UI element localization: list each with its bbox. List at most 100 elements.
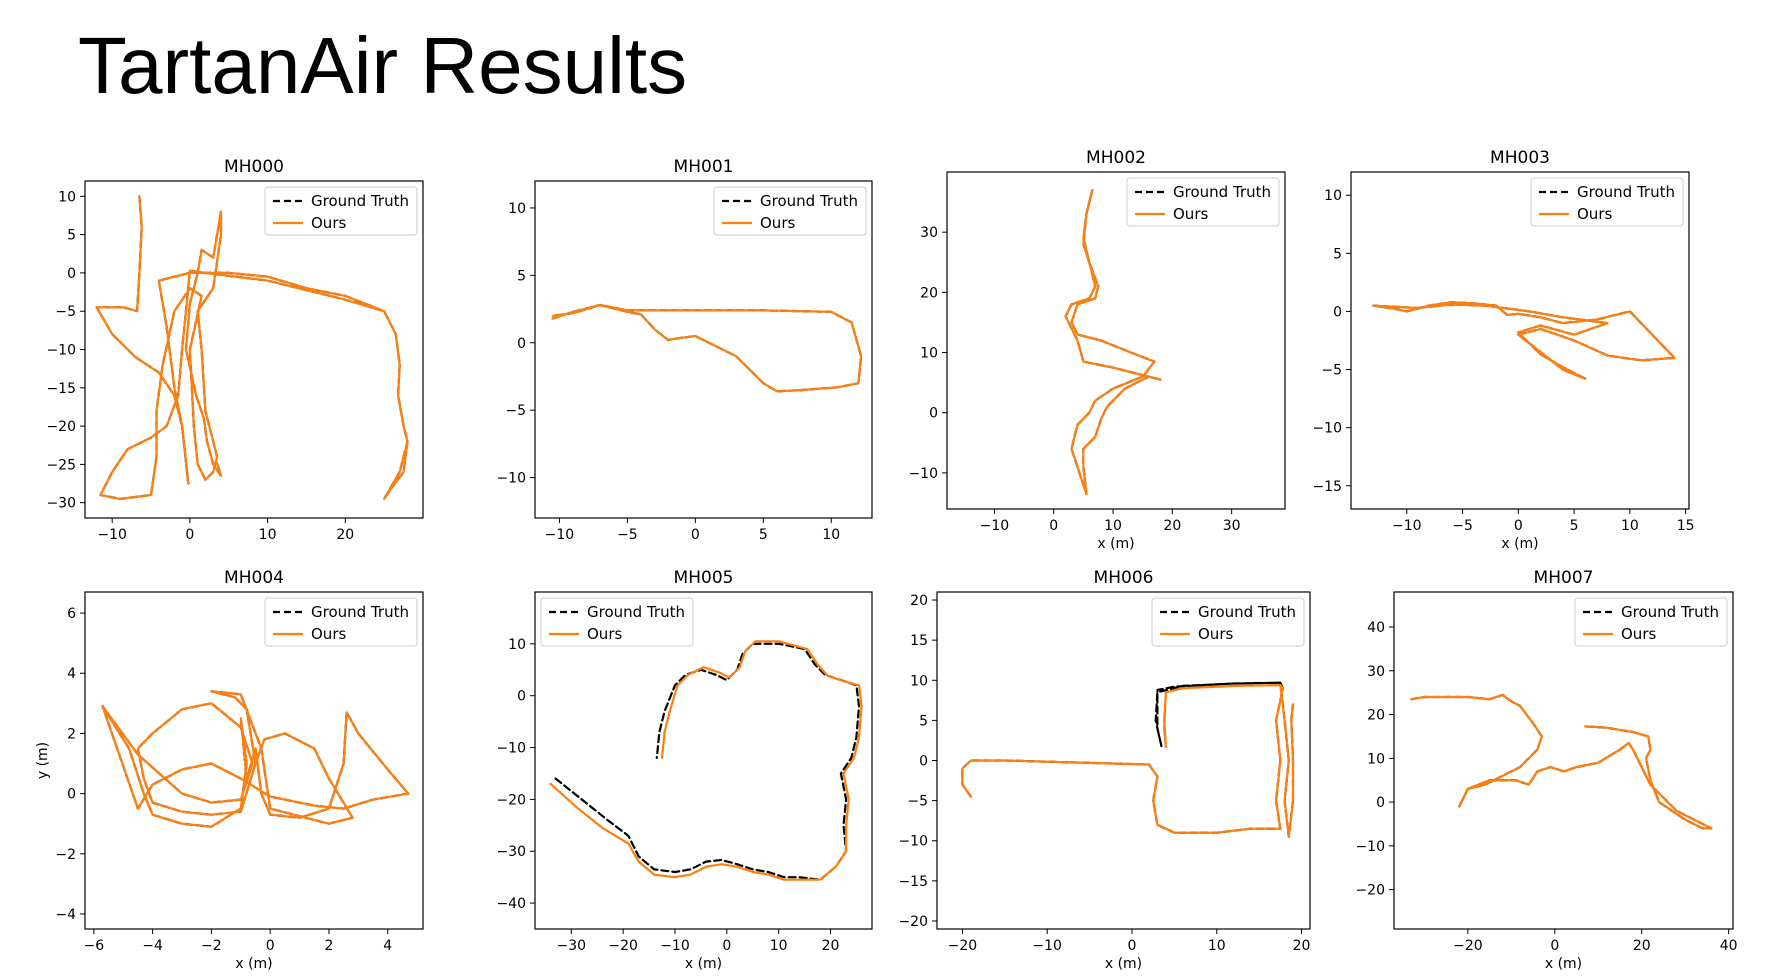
subplot-mh007: MH007 −20 0 20 40 40 30 20 10 0 −10 −20 x (m) Ground … bbox=[1355, 568, 1737, 972]
legend: Ground Truth Ours bbox=[540, 597, 694, 647]
legend-label: Ours bbox=[760, 214, 795, 232]
x-tick-label: 0 bbox=[1514, 518, 1523, 534]
x-tick-label: −10 bbox=[980, 518, 1010, 534]
x-tick-label: 0 bbox=[1550, 938, 1559, 954]
legend-label: Ground Truth bbox=[311, 192, 409, 210]
x-tick-label: 0 bbox=[691, 527, 700, 543]
axes-frame bbox=[1393, 591, 1734, 930]
subplot-mh001: MH001 −10 −5 0 5 10 10 5 0 −5 −10 Ground Truth Ours bbox=[496, 157, 873, 543]
x-tick-label: 0 bbox=[185, 527, 194, 543]
subplot-title: MH004 bbox=[224, 568, 284, 588]
subplot-mh003: MH003 −10 −5 0 5 10 15 10 5 0 −5 −10 −15 x (m) Ground … bbox=[1312, 148, 1694, 552]
y-tick-label: −10 bbox=[898, 834, 928, 850]
subplot-title: MH003 bbox=[1490, 148, 1550, 168]
x-tick-label: 20 bbox=[336, 527, 354, 543]
subplot-mh000: MH000 −10 0 10 20 10 5 0 −5 −10 −15 −20 −25 −30 Ground… bbox=[46, 157, 424, 543]
y-tick-label: −30 bbox=[496, 844, 526, 860]
series-ground-truth bbox=[1064, 189, 1162, 496]
x-tick-label: 10 bbox=[822, 527, 840, 543]
subplot-mh004: MH004 −6 −4 −2 0 2 4 6 4 2 0 −2 −4 x (m) y (m) Ground T… bbox=[35, 568, 424, 972]
y-tick-label: −15 bbox=[898, 874, 928, 890]
page-title: TartanAir Results bbox=[78, 21, 688, 110]
x-tick-label: −10 bbox=[1032, 938, 1062, 954]
x-tick-label: 0 bbox=[266, 938, 275, 954]
legend-label: Ours bbox=[311, 214, 346, 232]
y-tick-label: −40 bbox=[496, 896, 526, 912]
x-tick-label: 20 bbox=[822, 938, 840, 954]
y-tick-label: −25 bbox=[46, 457, 76, 473]
legend-label: Ours bbox=[1173, 205, 1208, 223]
y-tick-label: −2 bbox=[55, 847, 76, 863]
series-ours bbox=[549, 640, 863, 881]
series-ground-truth bbox=[1410, 693, 1713, 830]
y-tick-label: 30 bbox=[1367, 664, 1385, 680]
x-tick-label: 20 bbox=[1163, 518, 1181, 534]
series-ground-truth bbox=[551, 303, 863, 393]
legend-label: Ours bbox=[587, 625, 622, 643]
y-tick-label: −15 bbox=[1312, 479, 1342, 495]
x-tick-label: 20 bbox=[1293, 938, 1311, 954]
x-tick-label: −5 bbox=[1452, 518, 1473, 534]
y-tick-label: −10 bbox=[1312, 421, 1342, 437]
series-ours bbox=[1410, 693, 1713, 830]
legend-label: Ground Truth bbox=[311, 603, 409, 621]
x-tick-label: 20 bbox=[1633, 938, 1651, 954]
x-tick-label: 5 bbox=[759, 527, 768, 543]
legend: Ground Truth Ours bbox=[264, 597, 418, 647]
x-tick-label: −20 bbox=[1453, 938, 1483, 954]
x-tick-label: 10 bbox=[1104, 518, 1122, 534]
x-tick-label: 15 bbox=[1677, 518, 1695, 534]
axes-frame bbox=[946, 171, 1286, 510]
x-tick-label: −20 bbox=[948, 938, 978, 954]
y-tick-label: −20 bbox=[1355, 883, 1385, 899]
axes-frame bbox=[1350, 171, 1690, 510]
y-tick-label: 0 bbox=[67, 266, 76, 282]
legend: Ground Truth Ours bbox=[713, 186, 867, 236]
x-tick-label: 2 bbox=[324, 938, 333, 954]
x-tick-label: −30 bbox=[557, 938, 587, 954]
x-tick-label: −10 bbox=[1392, 518, 1422, 534]
x-tick-label: 0 bbox=[1049, 518, 1058, 534]
legend: Ground Truth Ours bbox=[1530, 177, 1684, 227]
x-tick-label: −6 bbox=[83, 938, 104, 954]
x-tick-label: −10 bbox=[545, 527, 575, 543]
y-tick-label: −5 bbox=[1321, 363, 1342, 379]
series-ground-truth bbox=[95, 195, 409, 500]
y-tick-label: 5 bbox=[1333, 246, 1342, 262]
y-tick-label: −10 bbox=[496, 471, 526, 487]
y-tick-label: 30 bbox=[920, 225, 938, 241]
x-tick-label: 10 bbox=[1621, 518, 1639, 534]
y-tick-label: 0 bbox=[1376, 795, 1385, 811]
x-tick-label: −4 bbox=[142, 938, 163, 954]
subplot-mh005: MH005 −30 −20 −10 0 10 20 10 0 −10 −20 −30 −40 x (m) G… bbox=[496, 568, 873, 972]
series-ours bbox=[101, 690, 410, 828]
y-tick-label: −20 bbox=[46, 419, 76, 435]
legend-label: Ground Truth bbox=[587, 603, 685, 621]
y-tick-label: −10 bbox=[496, 741, 526, 757]
y-tick-label: −5 bbox=[907, 794, 928, 810]
legend: Ground Truth Ours bbox=[264, 186, 418, 236]
x-tick-label: −5 bbox=[617, 527, 638, 543]
x-axis-label: x (m) bbox=[1105, 956, 1142, 972]
x-tick-label: 10 bbox=[259, 527, 277, 543]
x-tick-label: 30 bbox=[1223, 518, 1241, 534]
y-tick-label: −10 bbox=[46, 343, 76, 359]
legend-label: Ground Truth bbox=[1198, 603, 1296, 621]
series-ours bbox=[961, 684, 1295, 838]
subplot-title: MH006 bbox=[1094, 568, 1154, 588]
subplot-title: MH002 bbox=[1086, 148, 1146, 168]
x-tick-label: 10 bbox=[1208, 938, 1226, 954]
x-tick-label: 0 bbox=[1128, 938, 1137, 954]
y-tick-label: 10 bbox=[920, 346, 938, 362]
series-ours bbox=[1372, 301, 1676, 380]
y-tick-label: −20 bbox=[898, 914, 928, 930]
x-tick-label: 0 bbox=[722, 938, 731, 954]
legend: Ground Truth Ours bbox=[1126, 177, 1280, 227]
series-ours bbox=[551, 303, 863, 393]
x-tick-label: 5 bbox=[1570, 518, 1579, 534]
subplot-title: MH007 bbox=[1534, 568, 1594, 588]
subplot-title: MH001 bbox=[674, 157, 734, 177]
y-tick-label: 10 bbox=[1367, 751, 1385, 767]
y-axis-label: y (m) bbox=[35, 742, 51, 779]
